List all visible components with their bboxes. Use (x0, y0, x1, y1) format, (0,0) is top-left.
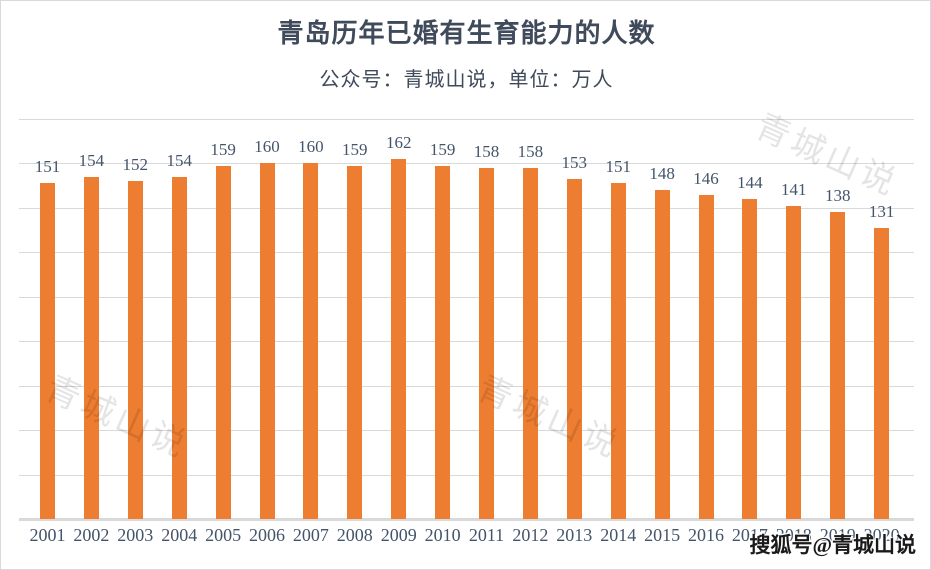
bar[interactable] (830, 212, 846, 519)
gridline (19, 386, 914, 387)
bar-value-label: 154 (166, 150, 192, 170)
bar[interactable] (303, 163, 319, 519)
bar-value-label: 152 (122, 155, 149, 175)
x-axis-line (19, 518, 914, 521)
gridline (19, 163, 914, 164)
x-axis-tick-label: 2019 (819, 525, 856, 545)
bar-value-label: 151 (605, 157, 631, 177)
x-axis-tick-label: 2010 (424, 525, 461, 545)
sohu-brand-watermark: 搜狐号@青城山说 (749, 533, 916, 557)
x-axis-tick-label: 2015 (644, 525, 681, 545)
x-axis-tick-label: 2011 (468, 525, 505, 545)
bar[interactable] (874, 227, 890, 519)
x-axis-tick-label: 2001 (29, 525, 66, 545)
x-axis-tick-label: 2013 (556, 525, 593, 545)
chart-title: 青岛历年已婚有生育能力的人数 (277, 19, 656, 48)
bar-value-label: 160 (298, 137, 324, 157)
bar[interactable] (786, 205, 802, 519)
bar[interactable] (522, 167, 538, 519)
bar-value-label: 154 (78, 150, 105, 170)
chart-subtitle: 公众号：青城山说，单位：万人 (319, 69, 614, 91)
x-axis-tick-label: 2007 (292, 525, 329, 545)
bar[interactable] (435, 165, 451, 519)
x-axis-tick-label: 2018 (775, 525, 812, 545)
bar[interactable] (171, 176, 187, 519)
bar-value-label: 159 (210, 139, 236, 159)
gridline (19, 430, 914, 431)
x-axis-tick-label: 2016 (688, 525, 724, 545)
gridline (19, 119, 914, 120)
bar[interactable] (479, 167, 494, 519)
gridline (19, 252, 914, 253)
x-axis-tick-label: 2006 (249, 525, 285, 545)
bar[interactable] (215, 165, 231, 519)
x-axis-tick-label: 2004 (161, 525, 198, 545)
bar-value-label: 159 (429, 139, 456, 159)
bar-value-label: 148 (649, 164, 675, 184)
bar-value-label: 159 (342, 139, 368, 159)
bar[interactable] (566, 179, 582, 519)
bar-value-label: 146 (693, 168, 719, 188)
gridline (19, 475, 914, 476)
bar[interactable] (742, 199, 758, 519)
bar[interactable] (610, 183, 626, 519)
bar[interactable] (698, 194, 714, 519)
x-axis-tick-label: 2017 (731, 525, 768, 545)
x-axis-tick-label: 2014 (600, 525, 637, 545)
x-axis-tick-label: 2020 (863, 525, 900, 545)
bar[interactable] (654, 190, 670, 519)
bar[interactable] (83, 176, 99, 519)
bar[interactable] (259, 163, 275, 519)
bar[interactable] (391, 159, 407, 519)
bar[interactable] (127, 181, 143, 519)
bar-value-label: 162 (385, 133, 412, 152)
gridline (19, 341, 914, 342)
bar-value-label: 158 (517, 141, 544, 161)
gridline (19, 297, 914, 298)
x-axis-tick-label: 2012 (512, 525, 549, 545)
x-axis-tick-label: 2009 (380, 525, 417, 545)
bar-value-label: 138 (824, 186, 851, 206)
bar-value-label: 151 (34, 157, 61, 177)
bar-value-label: 131 (868, 201, 895, 221)
bar-value-label: 141 (781, 179, 807, 199)
bar-value-label: 158 (473, 141, 500, 161)
bar[interactable] (347, 165, 363, 519)
x-axis-tick-label: 2002 (73, 525, 110, 545)
x-axis-tick-label: 2008 (336, 525, 373, 545)
bar-value-label: 153 (561, 153, 588, 172)
bar-value-label: 144 (737, 173, 763, 192)
x-axis-tick-label: 2003 (117, 525, 154, 545)
bar[interactable] (40, 183, 55, 519)
bar-value-label: 160 (254, 137, 280, 157)
gridline (19, 208, 914, 209)
x-axis-tick-label: 2005 (205, 525, 242, 545)
